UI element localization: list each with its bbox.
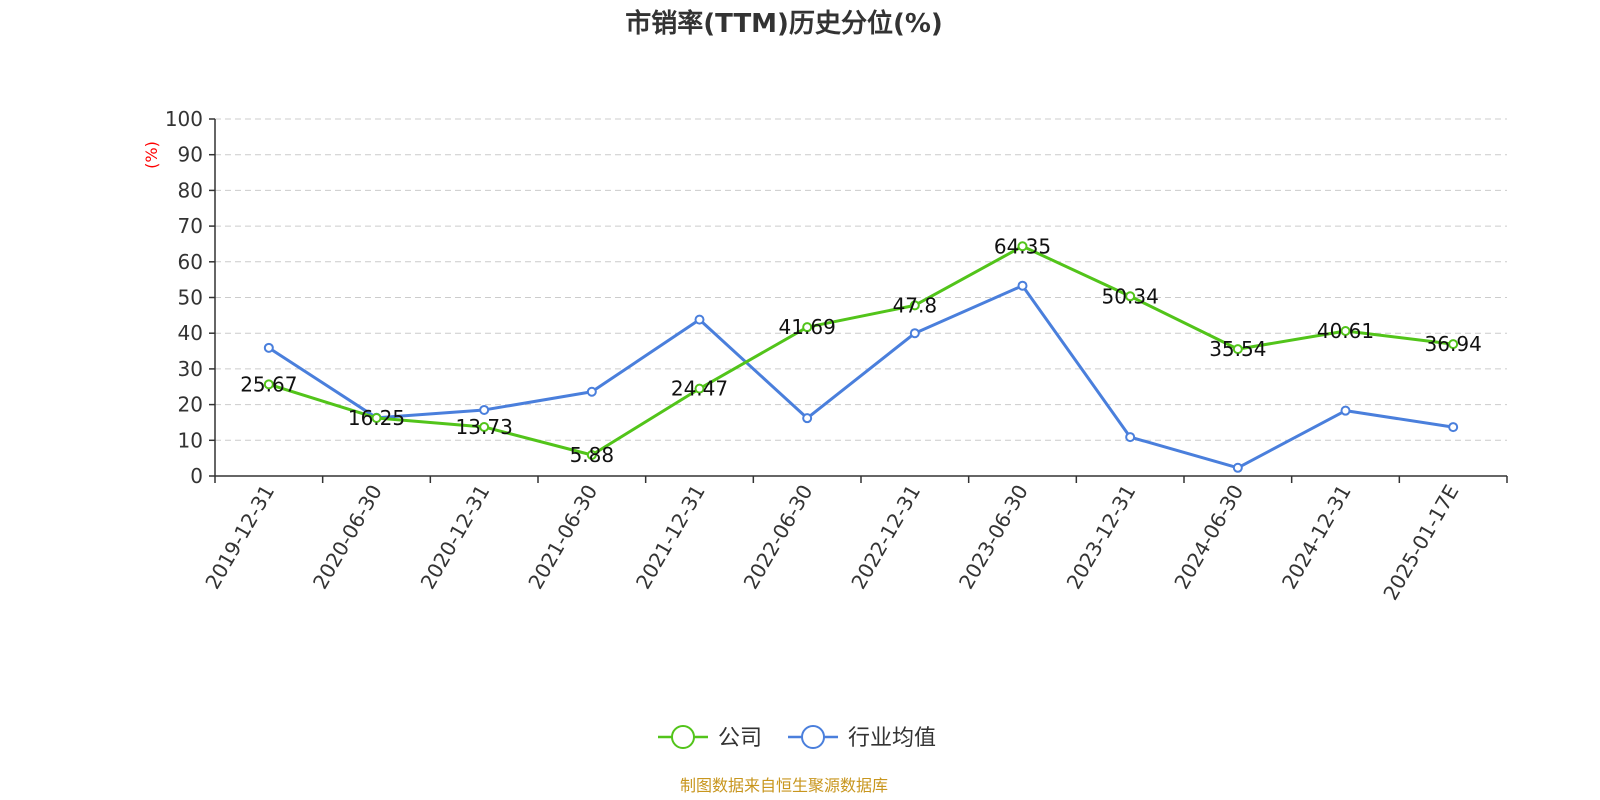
y-tick-label: 0 xyxy=(190,464,203,488)
data-label: 25.67 xyxy=(240,372,297,396)
legend-swatch-marker xyxy=(671,725,695,749)
data-label: 5.88 xyxy=(570,443,615,467)
y-tick-label: 90 xyxy=(178,143,203,167)
y-tick-label: 10 xyxy=(178,428,203,452)
x-tick-label: 2023-06-30 xyxy=(954,481,1033,594)
data-point xyxy=(1125,291,1136,302)
series-lines xyxy=(263,241,1459,473)
data-label: 40.61 xyxy=(1317,319,1374,343)
x-tick-label: 2021-12-31 xyxy=(631,481,710,594)
x-tick-label: 2024-06-30 xyxy=(1169,481,1248,594)
data-point xyxy=(586,386,597,397)
data-label: 16.25 xyxy=(348,406,405,430)
x-tick-label: 2021-06-30 xyxy=(523,481,602,594)
legend-swatch-marker xyxy=(801,725,826,749)
data-point xyxy=(909,328,920,339)
y-tick-label: 30 xyxy=(178,357,203,381)
data-point xyxy=(263,342,274,353)
data-label: 35.54 xyxy=(1209,337,1266,361)
data-point xyxy=(1232,344,1243,355)
data-point xyxy=(1232,462,1243,473)
legend-label: 行业均值 xyxy=(848,726,936,751)
data-label: 13.73 xyxy=(456,415,513,439)
data-point xyxy=(586,450,597,461)
x-tick-label: 2022-06-30 xyxy=(739,481,818,594)
legend: 公司 行业均值 xyxy=(658,725,936,751)
data-point xyxy=(371,412,382,423)
y-tick-label: 40 xyxy=(178,321,203,345)
legend-item[interactable]: 公司 xyxy=(658,725,762,751)
chart-title: 市销率(TTM)历史分位(%) xyxy=(625,8,943,39)
data-point xyxy=(802,322,813,333)
y-tick-label: 50 xyxy=(178,286,203,310)
data-point xyxy=(909,300,920,311)
gridlines xyxy=(215,118,1507,441)
data-point xyxy=(1340,405,1351,416)
y-tick-label: 80 xyxy=(178,178,203,202)
data-label: 24.47 xyxy=(671,377,728,401)
legend-label: 公司 xyxy=(718,726,762,751)
data-point xyxy=(694,383,705,394)
y-tick-label: 70 xyxy=(178,214,203,238)
y-tick-labels: 0 10 20 30 40 50 60 70 80 90 100 xyxy=(165,107,203,488)
data-point xyxy=(479,404,490,415)
x-tick-label: 2020-12-31 xyxy=(416,480,495,593)
data-point xyxy=(1017,280,1028,291)
data-point xyxy=(1017,241,1028,252)
y-axis-label: (%) xyxy=(142,141,161,169)
data-point xyxy=(1125,432,1136,443)
data-point xyxy=(1448,339,1459,350)
series-line xyxy=(268,284,1454,470)
data-label: 50.34 xyxy=(1102,284,1159,308)
x-tick-label: 2023-12-31 xyxy=(1062,481,1141,594)
data-point xyxy=(479,421,490,432)
data-point xyxy=(1340,326,1351,337)
data-label: 36.94 xyxy=(1425,332,1482,356)
x-tick-label: 2020-06-30 xyxy=(308,481,387,594)
data-point xyxy=(802,413,813,424)
source-note: 制图数据来自恒生聚源数据库 xyxy=(680,776,888,795)
y-tick-label: 60 xyxy=(178,250,203,274)
x-tick-label: 2022-12-31 xyxy=(846,480,925,593)
data-point xyxy=(263,379,274,390)
legend-item[interactable]: 行业均值 xyxy=(788,725,936,751)
data-labels: 25.67 16.25 13.73 5.88 24.47 41.69 47.8 64.35 50… xyxy=(240,234,1482,467)
data-point xyxy=(694,314,705,325)
data-point xyxy=(1448,422,1459,433)
x-tick-label: 2025-01-17E xyxy=(1378,481,1463,605)
x-tick-label: 2024-12-31 xyxy=(1277,481,1356,594)
y-tick-label: 100 xyxy=(165,107,203,131)
x-tick-label: 2019-12-31 xyxy=(200,481,279,594)
series-line xyxy=(268,244,1454,457)
data-label: 64.35 xyxy=(994,234,1051,258)
data-label: 47.8 xyxy=(893,293,938,317)
x-tick-labels: 2019-12-31 2020-06-30 2020-12-31 2021-06-30… xyxy=(200,480,1463,604)
data-label: 41.69 xyxy=(779,315,836,339)
axes xyxy=(209,118,1508,483)
y-tick-label: 20 xyxy=(178,393,203,417)
